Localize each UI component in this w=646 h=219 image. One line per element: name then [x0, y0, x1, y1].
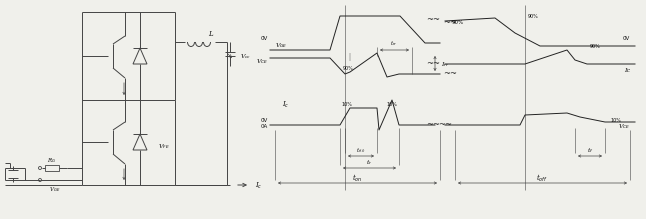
Text: ~~: ~~: [438, 121, 452, 129]
Text: I$_c$: I$_c$: [282, 100, 289, 110]
Text: I$_c$: I$_c$: [255, 181, 262, 191]
Text: Ic: Ic: [624, 67, 630, 72]
Text: V$_{FE}$: V$_{FE}$: [158, 143, 170, 152]
Bar: [45, 165, 59, 171]
Text: t$_f$: t$_f$: [587, 147, 593, 155]
Text: 0V: 0V: [261, 35, 268, 41]
Text: ~~: ~~: [426, 60, 440, 68]
Text: t$_r$: t$_r$: [366, 159, 372, 168]
Text: 90%: 90%: [342, 67, 353, 71]
Text: t$_{off}$: t$_{off}$: [536, 172, 548, 184]
Text: 10%: 10%: [610, 118, 621, 122]
Text: 0V: 0V: [623, 35, 630, 41]
Text: ~~: ~~: [426, 16, 440, 24]
Text: V$_{GE}$: V$_{GE}$: [275, 42, 287, 50]
Text: V$_{cc}$: V$_{cc}$: [240, 53, 251, 62]
Text: 0A: 0A: [261, 124, 268, 129]
Text: 90%: 90%: [452, 19, 464, 25]
Text: t$_{rr}$: t$_{rr}$: [390, 40, 398, 48]
Text: 10%: 10%: [341, 102, 352, 108]
Text: 10%: 10%: [386, 102, 397, 108]
Text: t$_{r(i)}$: t$_{r(i)}$: [356, 147, 366, 155]
Text: V$_{GE}$: V$_{GE}$: [49, 185, 61, 194]
Text: 90%: 90%: [528, 14, 539, 18]
Text: L: L: [207, 30, 213, 38]
Text: 90%: 90%: [590, 44, 601, 48]
Text: t$_{on}$: t$_{on}$: [351, 172, 362, 184]
Text: ~~: ~~: [426, 121, 440, 129]
Text: V$_{CE}$: V$_{CE}$: [256, 58, 268, 66]
Text: V$_{CE}$: V$_{CE}$: [618, 123, 630, 131]
Text: I$_{rr}$: I$_{rr}$: [441, 60, 449, 69]
Text: ~~: ~~: [443, 70, 457, 78]
Text: R$_G$: R$_G$: [47, 157, 57, 165]
Text: ~~: ~~: [443, 19, 457, 27]
Text: 0V: 0V: [261, 118, 268, 122]
